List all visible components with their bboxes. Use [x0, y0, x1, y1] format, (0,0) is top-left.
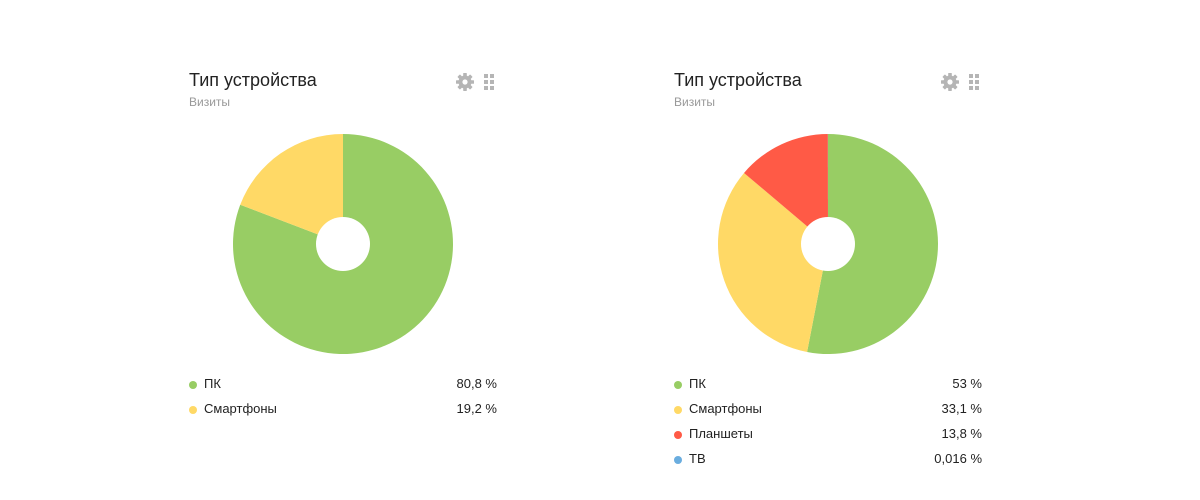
legend-swatch — [674, 406, 682, 414]
legend-value: 13,8 % — [941, 426, 982, 441]
legend-item[interactable]: ПК 80,8 % — [189, 375, 499, 400]
gear-icon[interactable] — [455, 72, 475, 92]
widget-controls — [455, 72, 499, 92]
legend-label: ПК — [689, 376, 706, 391]
drag-handle-icon[interactable] — [483, 74, 495, 90]
legend-label: Смартфоны — [689, 401, 762, 416]
pie-slice-2[interactable] — [240, 134, 343, 244]
drag-handle-icon[interactable] — [968, 74, 980, 90]
donut-chart — [716, 132, 940, 356]
legend-swatch — [674, 456, 682, 464]
legend-swatch — [189, 381, 197, 389]
donut-hole — [801, 217, 855, 271]
pie-slice-1[interactable] — [807, 134, 938, 354]
donut-hole — [316, 217, 370, 271]
chart-legend: ПК 53 % Смартфоны 33,1 % Планшеты 13,8 %… — [674, 375, 984, 475]
pie-slice-3[interactable] — [744, 134, 828, 244]
legend-label: Смартфоны — [204, 401, 277, 416]
legend-item[interactable]: Смартфоны 33,1 % — [674, 400, 984, 425]
legend-value: 33,1 % — [941, 401, 982, 416]
legend-item[interactable]: ТВ 0,016 % — [674, 450, 984, 475]
legend-swatch — [189, 406, 197, 414]
device-type-widget-all-devices: Тип устройства Визиты — [674, 62, 986, 482]
legend-label: Планшеты — [689, 426, 753, 441]
widget-subtitle: Визиты — [189, 95, 231, 109]
gear-icon[interactable] — [940, 72, 960, 92]
legend-value: 19,2 % — [456, 401, 497, 416]
legend-item[interactable]: Смартфоны 19,2 % — [189, 400, 499, 425]
donut-svg — [718, 134, 938, 354]
device-type-widget-pc-phones: Тип устройства Визиты — [189, 62, 501, 482]
widget-title: Тип устройства — [674, 70, 802, 90]
legend-swatch — [674, 381, 682, 389]
widget-subtitle: Визиты — [674, 95, 716, 109]
widget-controls — [940, 72, 984, 92]
widget-title: Тип устройства — [189, 70, 317, 90]
legend-value: 80,8 % — [456, 376, 497, 391]
legend-value: 0,016 % — [934, 451, 982, 466]
donut-chart — [231, 132, 455, 356]
legend-label: ТВ — [689, 451, 706, 466]
legend-swatch — [674, 431, 682, 439]
donut-svg — [233, 134, 453, 354]
legend-value: 53 % — [952, 376, 982, 391]
chart-legend: ПК 80,8 % Смартфоны 19,2 % — [189, 375, 499, 425]
legend-label: ПК — [204, 376, 221, 391]
legend-item[interactable]: ПК 53 % — [674, 375, 984, 400]
pie-slice-2[interactable] — [718, 172, 828, 352]
legend-item[interactable]: Планшеты 13,8 % — [674, 425, 984, 450]
